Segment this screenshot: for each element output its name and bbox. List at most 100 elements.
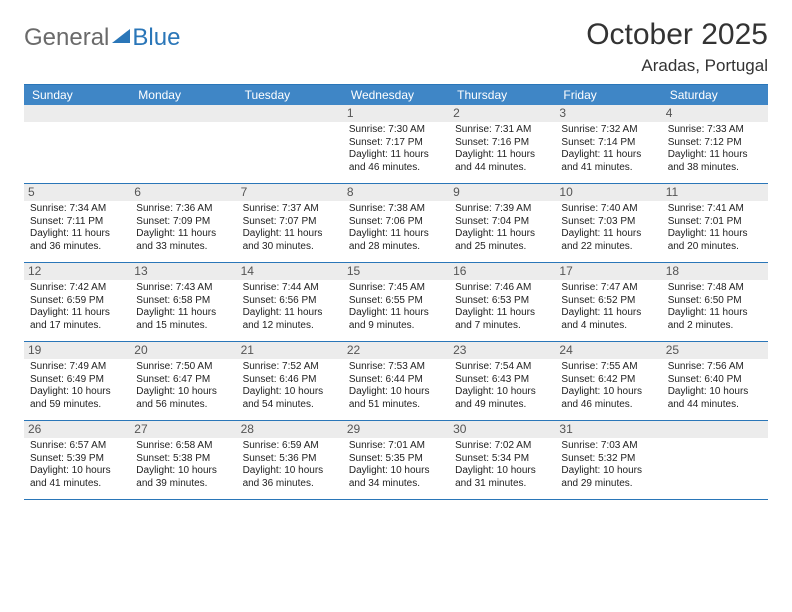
day-number: 12 <box>24 263 130 280</box>
title-block: October 2025 Aradas, Portugal <box>586 18 768 76</box>
day-cell: 13Sunrise: 7:43 AMSunset: 6:58 PMDayligh… <box>130 263 236 341</box>
sunrise-line: Sunrise: 7:42 AM <box>30 282 124 295</box>
day-number: 11 <box>662 184 768 201</box>
day-number: 6 <box>130 184 236 201</box>
sunset-line: Sunset: 6:43 PM <box>455 374 549 387</box>
week-row: 1Sunrise: 7:30 AMSunset: 7:17 PMDaylight… <box>24 105 768 184</box>
sunset-line: Sunset: 6:58 PM <box>136 295 230 308</box>
sunset-line: Sunset: 5:35 PM <box>349 453 443 466</box>
sunrise-line: Sunrise: 7:03 AM <box>561 440 655 453</box>
sunrise-line: Sunrise: 7:39 AM <box>455 203 549 216</box>
sunset-line: Sunset: 6:46 PM <box>243 374 337 387</box>
sunrise-line: Sunrise: 7:38 AM <box>349 203 443 216</box>
calendar-page: General Blue October 2025 Aradas, Portug… <box>0 0 792 518</box>
day-number: 10 <box>555 184 661 201</box>
day-cell: 31 Sunrise: 7:03 AMSunset: 5:32 PMDayligh… <box>555 421 661 499</box>
day-cell: 3Sunrise: 7:32 AMSunset: 7:14 PMDaylight… <box>555 105 661 183</box>
sunrise-line: Sunrise: 7:46 AM <box>455 282 549 295</box>
header: General Blue October 2025 Aradas, Portug… <box>24 18 768 76</box>
sunset-line: Sunset: 6:47 PM <box>136 374 230 387</box>
day-cell: 9Sunrise: 7:39 AMSunset: 7:04 PMDaylight… <box>449 184 555 262</box>
sunrise-line: Sunrise: 7:32 AM <box>561 124 655 137</box>
sunrise-line: Sunrise: 7:01 AM <box>349 440 443 453</box>
day-number: 8 <box>343 184 449 201</box>
day-cell <box>237 105 343 183</box>
daylight-line: Daylight: 10 hours and 59 minutes. <box>30 386 124 411</box>
day-cell: 23 Sunrise: 7:54 AMSunset: 6:43 PMDayligh… <box>449 342 555 420</box>
day-cell: 24Sunrise: 7:55 AMSunset: 6:42 PMDayligh… <box>555 342 661 420</box>
daylight-line: Daylight: 10 hours and 41 minutes. <box>30 465 124 490</box>
sunset-line: Sunset: 7:09 PM <box>136 216 230 229</box>
sunset-line: Sunset: 7:16 PM <box>455 137 549 150</box>
day-number: 16 <box>449 263 555 280</box>
logo-text-general: General <box>24 24 109 52</box>
sunrise-line: Sunrise: 7:33 AM <box>668 124 762 137</box>
daylight-line: Daylight: 10 hours and 51 minutes. <box>349 386 443 411</box>
day-cell: 11Sunrise: 7:41 AMSunset: 7:01 PMDayligh… <box>662 184 768 262</box>
sunset-line: Sunset: 7:12 PM <box>668 137 762 150</box>
day-number: 22 <box>343 342 449 359</box>
day-cell: 16Sunrise: 7:46 AMSunset: 6:53 PMDayligh… <box>449 263 555 341</box>
day-number <box>130 105 236 122</box>
day-cell: 20Sunrise: 7:50 AMSunset: 6:47 PMDayligh… <box>130 342 236 420</box>
sunset-line: Sunset: 5:36 PM <box>243 453 337 466</box>
daylight-line: Daylight: 10 hours and 29 minutes. <box>561 465 655 490</box>
sunset-line: Sunset: 6:50 PM <box>668 295 762 308</box>
sunset-line: Sunset: 6:55 PM <box>349 295 443 308</box>
sunset-line: Sunset: 5:39 PM <box>30 453 124 466</box>
daylight-line: Daylight: 10 hours and 49 minutes. <box>455 386 549 411</box>
sunrise-line: Sunrise: 7:53 AM <box>349 361 443 374</box>
day-cell: 17Sunrise: 7:47 AMSunset: 6:52 PMDayligh… <box>555 263 661 341</box>
daylight-line: Daylight: 11 hours and 12 minutes. <box>243 307 337 332</box>
day-cell <box>662 421 768 499</box>
sunrise-line: Sunrise: 7:48 AM <box>668 282 762 295</box>
day-number: 13 <box>130 263 236 280</box>
daylight-line: Daylight: 10 hours and 39 minutes. <box>136 465 230 490</box>
sunset-line: Sunset: 6:40 PM <box>668 374 762 387</box>
day-number: 19 <box>24 342 130 359</box>
sunset-line: Sunset: 7:01 PM <box>668 216 762 229</box>
day-cell: 14Sunrise: 7:44 AMSunset: 6:56 PMDayligh… <box>237 263 343 341</box>
day-number: 5 <box>24 184 130 201</box>
day-header: Wednesday <box>343 85 449 105</box>
sunrise-line: Sunrise: 7:37 AM <box>243 203 337 216</box>
daylight-line: Daylight: 11 hours and 17 minutes. <box>30 307 124 332</box>
sunrise-line: Sunrise: 7:52 AM <box>243 361 337 374</box>
day-number: 31 <box>555 421 661 438</box>
sunset-line: Sunset: 6:53 PM <box>455 295 549 308</box>
sunrise-line: Sunrise: 7:36 AM <box>136 203 230 216</box>
day-number: 28 <box>237 421 343 438</box>
day-number: 17 <box>555 263 661 280</box>
daylight-line: Daylight: 11 hours and 44 minutes. <box>455 149 549 174</box>
sunrise-line: Sunrise: 7:54 AM <box>455 361 549 374</box>
sunrise-line: Sunrise: 6:58 AM <box>136 440 230 453</box>
sunset-line: Sunset: 5:32 PM <box>561 453 655 466</box>
day-cell: 29Sunrise: 7:01 AMSunset: 5:35 PMDayligh… <box>343 421 449 499</box>
daylight-line: Daylight: 11 hours and 15 minutes. <box>136 307 230 332</box>
day-number <box>662 421 768 438</box>
sunrise-line: Sunrise: 7:41 AM <box>668 203 762 216</box>
daylight-line: Daylight: 11 hours and 4 minutes. <box>561 307 655 332</box>
week-row: 19Sunrise: 7:49 AMSunset: 6:49 PMDayligh… <box>24 342 768 421</box>
sunset-line: Sunset: 6:42 PM <box>561 374 655 387</box>
sunrise-line: Sunrise: 7:45 AM <box>349 282 443 295</box>
day-header-row: SundayMondayTuesdayWednesdayThursdayFrid… <box>24 85 768 105</box>
daylight-line: Daylight: 11 hours and 41 minutes. <box>561 149 655 174</box>
day-number <box>237 105 343 122</box>
day-cell: 19Sunrise: 7:49 AMSunset: 6:49 PMDayligh… <box>24 342 130 420</box>
day-header: Sunday <box>24 85 130 105</box>
day-cell: 27Sunrise: 6:58 AMSunset: 5:38 PMDayligh… <box>130 421 236 499</box>
day-number: 25 <box>662 342 768 359</box>
day-number: 20 <box>130 342 236 359</box>
day-cell: 15Sunrise: 7:45 AMSunset: 6:55 PMDayligh… <box>343 263 449 341</box>
day-number: 23 <box>449 342 555 359</box>
sunset-line: Sunset: 7:11 PM <box>30 216 124 229</box>
day-cell: 2Sunrise: 7:31 AMSunset: 7:16 PMDaylight… <box>449 105 555 183</box>
day-number: 29 <box>343 421 449 438</box>
day-cell: 1Sunrise: 7:30 AMSunset: 7:17 PMDaylight… <box>343 105 449 183</box>
sunrise-line: Sunrise: 7:30 AM <box>349 124 443 137</box>
sunset-line: Sunset: 7:06 PM <box>349 216 443 229</box>
sunset-line: Sunset: 7:07 PM <box>243 216 337 229</box>
month-title: October 2025 <box>586 18 768 52</box>
week-row: 5Sunrise: 7:34 AMSunset: 7:11 PMDaylight… <box>24 184 768 263</box>
